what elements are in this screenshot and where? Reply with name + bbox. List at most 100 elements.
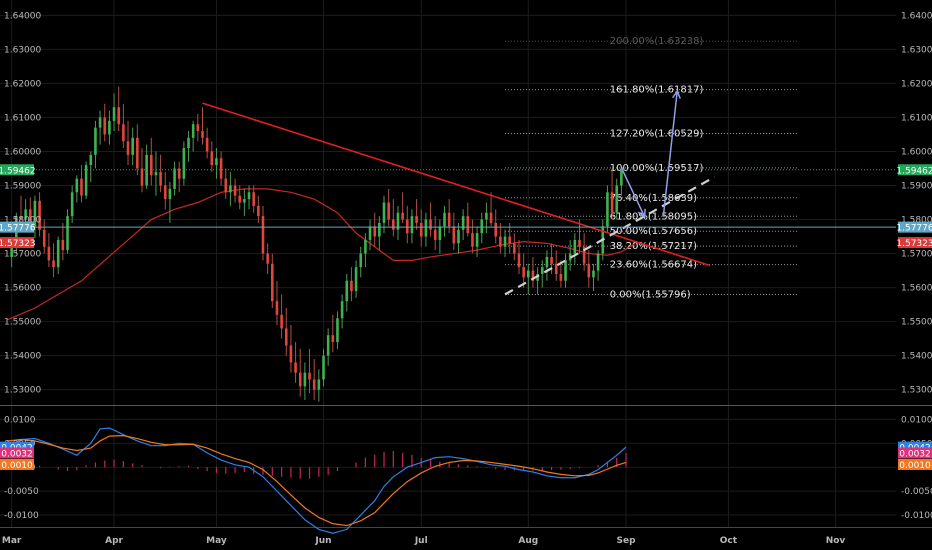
candle-body xyxy=(452,226,456,244)
candle-body xyxy=(466,216,470,234)
candle-body xyxy=(405,219,409,234)
candle-body xyxy=(429,219,432,230)
axes: 1.64000 1.64000 1.63000 1.63000 1.62000 1.620… xyxy=(2,11,932,546)
candle-body xyxy=(70,192,74,217)
candle-body xyxy=(312,379,316,390)
candle-body xyxy=(564,260,567,281)
candle-body xyxy=(410,216,414,234)
price-tick-label-left: 1.61000 xyxy=(4,113,41,123)
candle-body xyxy=(238,195,242,203)
price-tick-label-right: 1.59000 xyxy=(901,181,932,191)
value-badge-left xyxy=(0,237,34,249)
candle-body xyxy=(257,205,260,217)
price-tick-label-left: 1.60000 xyxy=(4,147,41,157)
descending-trendline xyxy=(202,102,711,267)
candle-body xyxy=(396,212,400,230)
candle-body xyxy=(173,168,176,189)
candle-body xyxy=(117,107,121,125)
candle-body xyxy=(289,345,293,363)
candle-body xyxy=(187,137,190,149)
candle-body xyxy=(503,236,507,247)
candle-body xyxy=(28,209,32,227)
candle-body xyxy=(271,263,274,302)
candle-body xyxy=(215,158,218,166)
projection-arrow-head xyxy=(672,89,681,99)
candle-body xyxy=(387,202,390,220)
candle-body xyxy=(140,168,144,186)
candle-body xyxy=(154,171,158,176)
candle-body xyxy=(540,267,544,274)
value-badge-right xyxy=(898,441,932,453)
candle-body xyxy=(438,226,442,240)
candle-body xyxy=(331,335,335,343)
value-badge-label-right: 1.57776 xyxy=(896,224,932,234)
time-tick-label: Aug xyxy=(518,536,538,546)
candle-body xyxy=(224,178,228,193)
projection-arrow-head xyxy=(637,208,646,219)
price-tick-label-right: 1.54000 xyxy=(901,352,932,362)
candle-body xyxy=(94,127,97,155)
candle-body xyxy=(205,137,209,152)
price-tick-label-right: 1.63000 xyxy=(901,45,932,55)
candle-body xyxy=(359,253,363,268)
candle-body xyxy=(513,243,516,254)
price-tick-label-right: 1.56000 xyxy=(901,284,932,294)
candle-body xyxy=(587,263,591,278)
value-badge-label-left: 1.59462 xyxy=(0,166,36,176)
candle-body xyxy=(149,154,153,176)
value-badge-right xyxy=(898,164,932,176)
indicator-tick-label-left: -0.0100 xyxy=(4,511,39,521)
price-tick-label-right: 1.53000 xyxy=(901,386,932,396)
macd-indicator[interactable] xyxy=(6,427,627,534)
candle-body xyxy=(298,372,302,387)
candle-body xyxy=(457,229,460,244)
trendlines[interactable] xyxy=(202,102,716,296)
candle-body xyxy=(112,107,116,121)
price-tick-label-left: 1.58000 xyxy=(4,216,41,226)
indicator-tick-label-right: -0.0050 xyxy=(901,487,932,497)
fib-level-label: 50.00%(1.57656) xyxy=(610,226,697,237)
time-tick-label: Jul xyxy=(414,536,428,546)
candle-body xyxy=(275,301,279,315)
time-tick-label: May xyxy=(206,536,227,546)
candle-body xyxy=(182,148,186,179)
moving-average xyxy=(6,188,636,321)
candle-body xyxy=(573,239,577,254)
fib-level-label: 76.40%(1.58639) xyxy=(610,193,697,204)
price-tick-label-left: 1.62000 xyxy=(4,79,41,89)
grid-lines xyxy=(0,0,896,527)
candle-body xyxy=(131,137,134,155)
candle-body xyxy=(52,260,55,268)
candle-body xyxy=(80,178,83,196)
candle-body xyxy=(433,229,437,240)
price-tick-label-left: 1.59000 xyxy=(4,181,41,191)
fib-level-label: 161.80%(1.61817) xyxy=(610,85,704,96)
candle-body xyxy=(219,158,223,179)
time-tick-label: Nov xyxy=(826,536,846,546)
candle-body xyxy=(61,239,65,251)
candle-body xyxy=(475,233,479,247)
candle-body xyxy=(103,117,107,135)
candle-body xyxy=(424,219,428,237)
candle-body xyxy=(592,270,595,278)
value-badge-left xyxy=(0,441,34,453)
indicator-tick-label-left: 0.0100 xyxy=(4,415,36,425)
price-tick-label-left: 1.63000 xyxy=(4,45,41,55)
candle-body xyxy=(340,301,344,319)
candle-body xyxy=(419,222,423,237)
projection-arrows[interactable] xyxy=(620,89,681,219)
value-badge-label-left: 0.0032 xyxy=(1,449,33,459)
price-tick-label-left: 1.55000 xyxy=(4,318,41,328)
candle-body xyxy=(559,273,563,281)
value-badge-left xyxy=(0,458,34,470)
price-tick-label-left: 1.64000 xyxy=(4,11,41,21)
candle-body xyxy=(354,267,358,291)
candle-body xyxy=(415,216,418,223)
value-badge-label-left: 1.57776 xyxy=(0,224,36,234)
moving-average-line xyxy=(6,188,636,321)
candle-body xyxy=(596,253,600,271)
candle-body xyxy=(294,362,297,373)
fib-level-label: 100.00%(1.59517) xyxy=(610,163,704,174)
candle-body xyxy=(47,246,51,261)
